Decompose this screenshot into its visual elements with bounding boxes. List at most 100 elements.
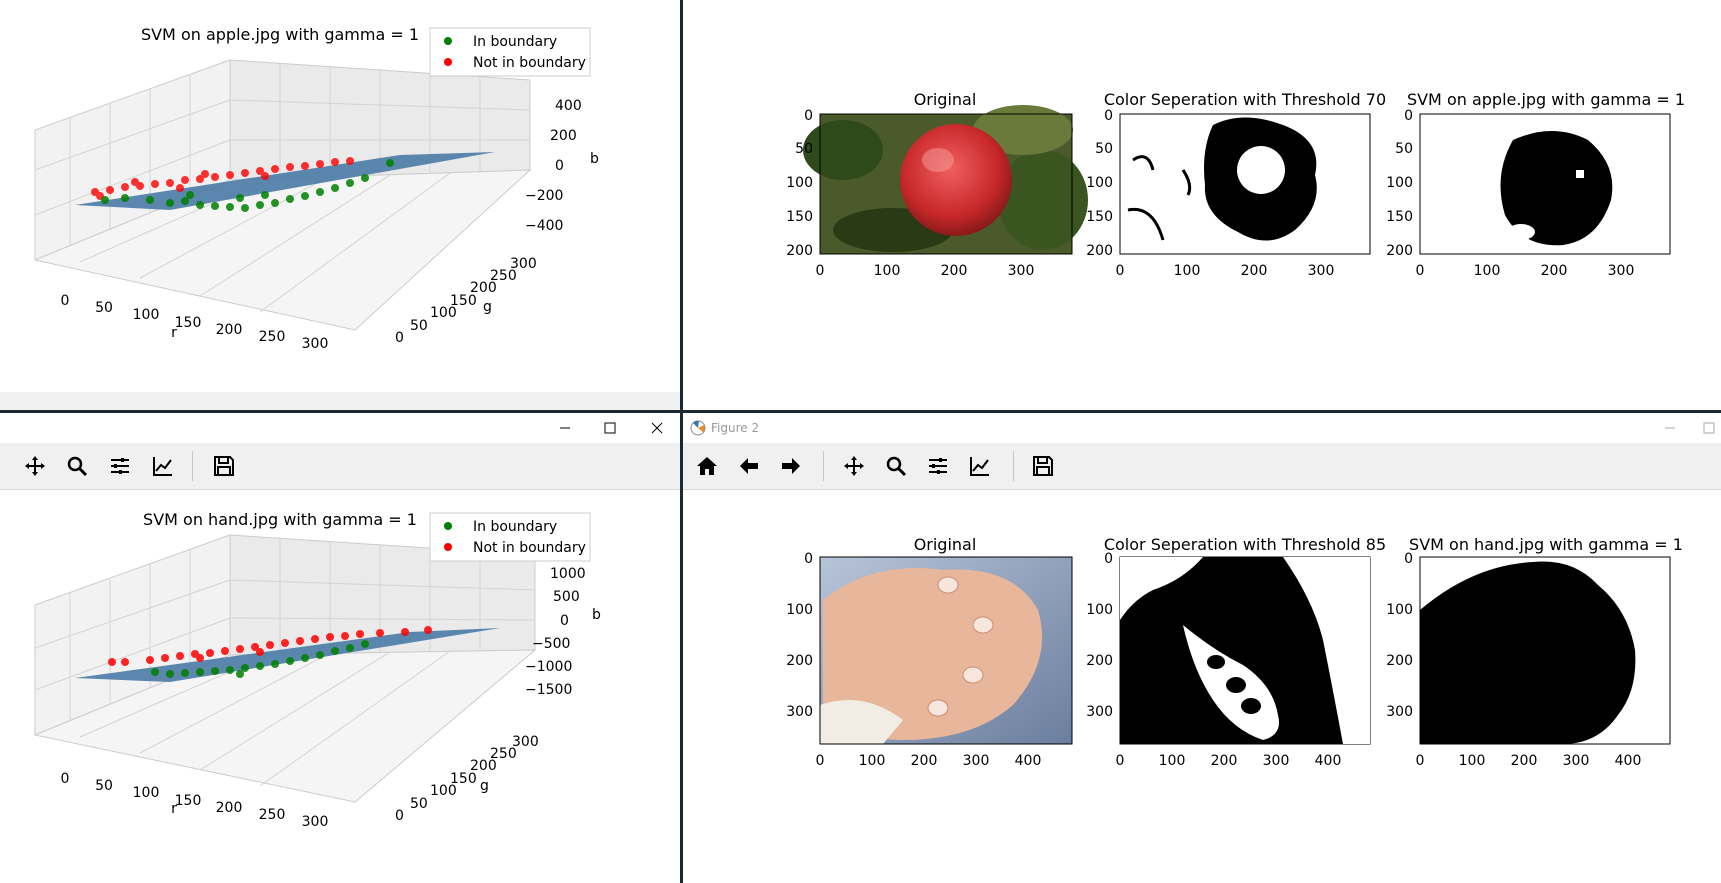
plot-title: SVM on hand.jpg with gamma = 1 (143, 510, 417, 529)
panel-title-original: Original (914, 90, 977, 109)
svg-text:300: 300 (963, 753, 990, 769)
g-tick: 150 (450, 293, 477, 309)
maximize-button[interactable] (598, 417, 622, 439)
back-button[interactable] (732, 449, 766, 483)
lines-icon (970, 457, 989, 476)
svg-text:0: 0 (1404, 551, 1413, 567)
svg-text:100: 100 (786, 175, 813, 191)
home-icon (697, 457, 717, 475)
svg-text:150: 150 (1086, 209, 1113, 225)
home-button[interactable] (690, 449, 724, 483)
maximize-button[interactable] (1697, 417, 1721, 439)
plot-title: SVM on apple.jpg with gamma = 1 (141, 25, 419, 44)
svg-text:150: 150 (786, 209, 813, 225)
apple-image (900, 124, 1012, 236)
svg-text:200: 200 (1386, 243, 1413, 259)
r-tick: 250 (259, 807, 286, 823)
panel-title-svm: SVM on apple.jpg with gamma = 1 (1407, 90, 1685, 109)
r-tick: 200 (216, 322, 243, 338)
pan-icon (844, 456, 864, 476)
status-strip (0, 392, 680, 410)
b-tick: 1000 (550, 566, 586, 582)
close-icon (651, 422, 663, 434)
figure-apple-3d-window: SVM on apple.jpg with gamma = 1 (0, 0, 680, 410)
forward-button[interactable] (774, 449, 808, 483)
svg-text:0: 0 (1116, 263, 1125, 279)
panel-title-threshold: Color Seperation with Threshold 70 (1104, 90, 1386, 109)
r-tick: 200 (216, 800, 243, 816)
hand-axes-ticks: 0 100 200 300 0 100 200 300 400 0 100 20… (786, 551, 1641, 769)
svg-text:100: 100 (859, 753, 886, 769)
svg-text:200: 200 (941, 263, 968, 279)
svg-text:200: 200 (1211, 753, 1238, 769)
window-titlebar (0, 413, 680, 443)
svg-text:400: 400 (1615, 753, 1642, 769)
minimize-icon (560, 427, 570, 429)
save-button[interactable] (207, 449, 241, 483)
pan-button[interactable] (18, 449, 52, 483)
toolbar-separator (192, 451, 193, 481)
r-tick: 250 (259, 329, 286, 345)
svg-text:100: 100 (1459, 753, 1486, 769)
not-in-boundary-points (108, 626, 432, 666)
minimize-button[interactable] (553, 417, 577, 439)
apple-images: Original Color Seperation with Threshold… (786, 90, 1685, 279)
save-button[interactable] (1026, 449, 1060, 483)
svg-text:100: 100 (1474, 263, 1501, 279)
legend-not-in-boundary: Not in boundary (473, 540, 586, 556)
svg-text:0: 0 (1104, 108, 1113, 124)
svg-text:200: 200 (1086, 653, 1113, 669)
window-divider (0, 410, 1721, 413)
pan-button[interactable] (837, 449, 871, 483)
svg-text:200: 200 (1086, 243, 1113, 259)
forward-icon (782, 458, 800, 474)
in-boundary-points (151, 640, 369, 678)
window-title: Figure 2 (711, 421, 760, 435)
b-tick: −1500 (525, 682, 572, 698)
legend-in-boundary: In boundary (473, 34, 557, 50)
svg-text:100: 100 (1386, 602, 1413, 618)
hand-image (823, 568, 1043, 740)
apple-3d-plot: SVM on apple.jpg with gamma = 1 (33, 25, 599, 352)
svg-text:200: 200 (1541, 263, 1568, 279)
svg-text:300: 300 (1563, 753, 1590, 769)
b-tick: −1000 (525, 659, 572, 675)
subplots-button[interactable] (921, 449, 955, 483)
save-icon (214, 456, 234, 476)
b-tick: 500 (553, 589, 580, 605)
g-tick: 100 (430, 783, 457, 799)
subplots-button[interactable] (103, 449, 137, 483)
g-axis-label: g (483, 299, 492, 315)
subplots-icon (929, 458, 947, 474)
svg-text:400: 400 (1015, 753, 1042, 769)
svm-mask (1500, 131, 1613, 246)
lines-button[interactable] (963, 449, 997, 483)
window-titlebar: Figure 2 (683, 413, 1721, 443)
pan-icon (25, 456, 45, 476)
g-tick: 50 (410, 796, 428, 812)
in-boundary-points (101, 159, 394, 212)
g-tick: 300 (510, 256, 537, 272)
toolbar (683, 443, 1721, 490)
save-icon (1033, 456, 1053, 476)
svg-text:300: 300 (1263, 753, 1290, 769)
r-tick: 0 (61, 771, 70, 787)
zoom-button[interactable] (60, 449, 94, 483)
svg-text:0: 0 (1404, 108, 1413, 124)
zoom-button[interactable] (879, 449, 913, 483)
lines-button[interactable] (146, 449, 180, 483)
g-tick: 50 (410, 318, 428, 334)
b-tick: 0 (560, 613, 569, 629)
legend-in-boundary: In boundary (473, 519, 557, 535)
svg-text:100: 100 (1174, 263, 1201, 279)
svg-text:0: 0 (1116, 753, 1125, 769)
matplotlib-logo-icon (690, 420, 706, 436)
close-button[interactable] (645, 417, 669, 439)
g-tick: 250 (490, 268, 517, 284)
g-tick: 0 (395, 330, 404, 346)
svg-text:0: 0 (816, 753, 825, 769)
b-tick: 200 (550, 128, 577, 144)
b-tick: −500 (532, 636, 570, 652)
minimize-button[interactable] (1658, 417, 1682, 439)
figure-apple-images-window: Original Color Seperation with Threshold… (683, 0, 1721, 410)
